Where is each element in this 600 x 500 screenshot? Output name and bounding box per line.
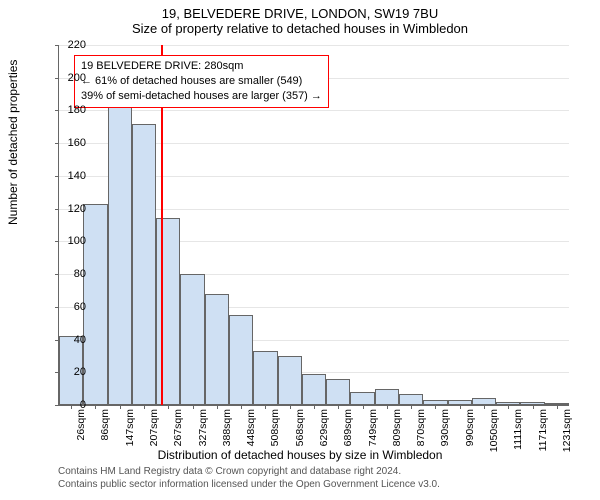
gridline [59, 45, 569, 46]
histogram-bar [205, 294, 229, 405]
xtick-mark [460, 405, 461, 409]
x-axis-label: Distribution of detached houses by size … [0, 448, 600, 462]
ytick-label: 40 [56, 334, 86, 346]
footer-attribution: Contains HM Land Registry data © Crown c… [58, 466, 440, 491]
annotation-callout: 19 BELVEDERE DRIVE: 280sqm← 61% of detac… [74, 55, 329, 108]
xtick-mark [363, 405, 364, 409]
ytick-label: 160 [56, 137, 86, 149]
annotation-line: 39% of semi-detached houses are larger (… [81, 89, 322, 104]
histogram-bar [156, 218, 180, 405]
histogram-bar [350, 392, 374, 405]
histogram-bar [83, 204, 107, 405]
xtick-mark [484, 405, 485, 409]
ytick-label: 220 [56, 39, 86, 51]
annotation-line: 19 BELVEDERE DRIVE: 280sqm [81, 59, 322, 74]
xtick-mark [411, 405, 412, 409]
xtick-mark [338, 405, 339, 409]
xtick-mark [265, 405, 266, 409]
histogram-bar [180, 274, 204, 405]
histogram-bar [278, 356, 302, 405]
ytick-label: 0 [56, 399, 86, 411]
chart-plot-area: 26sqm86sqm147sqm207sqm267sqm327sqm388sqm… [58, 45, 569, 406]
histogram-bar [326, 379, 350, 405]
xtick-mark [435, 405, 436, 409]
histogram-bar [253, 351, 277, 405]
histogram-bar [399, 394, 423, 405]
ytick-label: 60 [56, 301, 86, 313]
xtick-mark [290, 405, 291, 409]
ytick-label: 80 [56, 268, 86, 280]
ytick-label: 100 [56, 235, 86, 247]
ytick-label: 200 [56, 72, 86, 84]
xtick-mark [533, 405, 534, 409]
xtick-mark [217, 405, 218, 409]
xtick-mark [508, 405, 509, 409]
annotation-line: ← 61% of detached houses are smaller (54… [81, 74, 322, 89]
histogram-bar [132, 124, 156, 405]
histogram-bar [375, 389, 399, 405]
xtick-mark [557, 405, 558, 409]
title-subtitle: Size of property relative to detached ho… [0, 21, 600, 36]
xtick-mark [120, 405, 121, 409]
ytick-label: 140 [56, 170, 86, 182]
xtick-mark [387, 405, 388, 409]
footer-line-1: Contains HM Land Registry data © Crown c… [58, 466, 440, 479]
ytick-label: 20 [56, 366, 86, 378]
xtick-mark [314, 405, 315, 409]
gridline [59, 110, 569, 111]
xtick-mark [144, 405, 145, 409]
footer-line-2: Contains public sector information licen… [58, 479, 440, 492]
y-axis-label: Number of detached properties [6, 60, 20, 225]
ytick-label: 180 [56, 104, 86, 116]
xtick-mark [168, 405, 169, 409]
histogram-bar [108, 97, 132, 405]
xtick-mark [241, 405, 242, 409]
histogram-bar [302, 374, 326, 405]
ytick-label: 120 [56, 203, 86, 215]
histogram-bar [229, 315, 253, 405]
xtick-mark [193, 405, 194, 409]
title-address: 19, BELVEDERE DRIVE, LONDON, SW19 7BU [0, 0, 600, 21]
xtick-mark [95, 405, 96, 409]
